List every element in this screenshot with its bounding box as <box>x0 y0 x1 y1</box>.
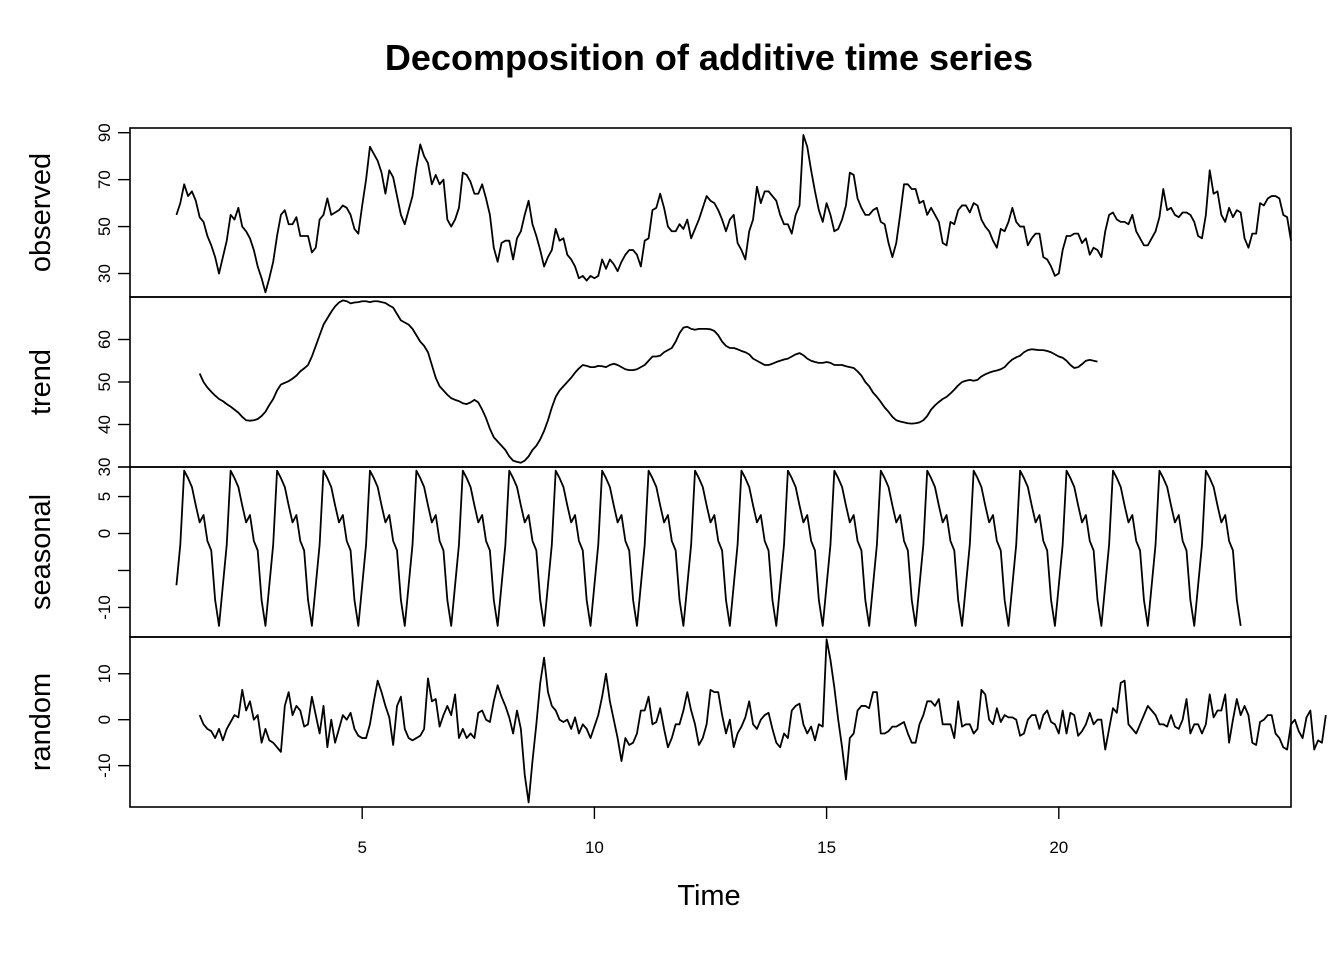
y-tick-label: 50 <box>95 373 114 392</box>
x-axis: 5 10 15 20 <box>357 807 1068 857</box>
y-tick-label: 30 <box>95 264 114 283</box>
x-tick-label: 10 <box>585 838 604 857</box>
series-line-random <box>198 638 1327 804</box>
panel-frame-trend <box>129 296 1292 468</box>
panel-frame-observed <box>129 127 1292 298</box>
x-tick-label: 20 <box>1049 838 1068 857</box>
panel-seasonal: -10 0 5 seasonal <box>25 466 1292 638</box>
panel-observed: 30 50 70 90 observed <box>25 123 1292 298</box>
chart-title: Decomposition of additive time series <box>385 37 1033 78</box>
series-line-observed <box>175 134 1292 294</box>
x-tick-label: 15 <box>817 838 836 857</box>
x-tick-label: 5 <box>357 838 366 857</box>
y-tick-label: 30 <box>95 458 114 477</box>
panel-random: -10 0 10 random <box>25 636 1327 808</box>
y-tick-label: 0 <box>95 715 114 724</box>
y-tick-label: 60 <box>95 330 114 349</box>
series-line-trend <box>198 299 1098 464</box>
y-axis-label-random: random <box>25 673 57 771</box>
y-axis-label-trend: trend <box>25 349 57 415</box>
y-tick-label: 70 <box>95 170 114 189</box>
y-tick-label: 90 <box>95 123 114 142</box>
x-axis-label: Time <box>677 880 740 912</box>
panel-frame-random <box>129 636 1292 808</box>
y-tick-label: 50 <box>95 217 114 236</box>
y-tick-label: 40 <box>95 415 114 434</box>
series-line-seasonal <box>175 469 1242 627</box>
panel-trend: 30 40 50 60 trend <box>25 296 1292 477</box>
y-tick-label: 0 <box>95 529 114 538</box>
y-tick-label: -10 <box>95 595 114 620</box>
y-tick-label: -10 <box>95 753 114 778</box>
y-tick-label: 5 <box>95 492 114 501</box>
y-axis-label-observed: observed <box>25 153 57 272</box>
y-tick-label: 10 <box>95 664 114 683</box>
panels: 30 50 70 90 observed 30 40 50 60 trend -10 0 5 season… <box>25 123 1327 808</box>
y-axis-label-seasonal: seasonal <box>25 494 57 610</box>
